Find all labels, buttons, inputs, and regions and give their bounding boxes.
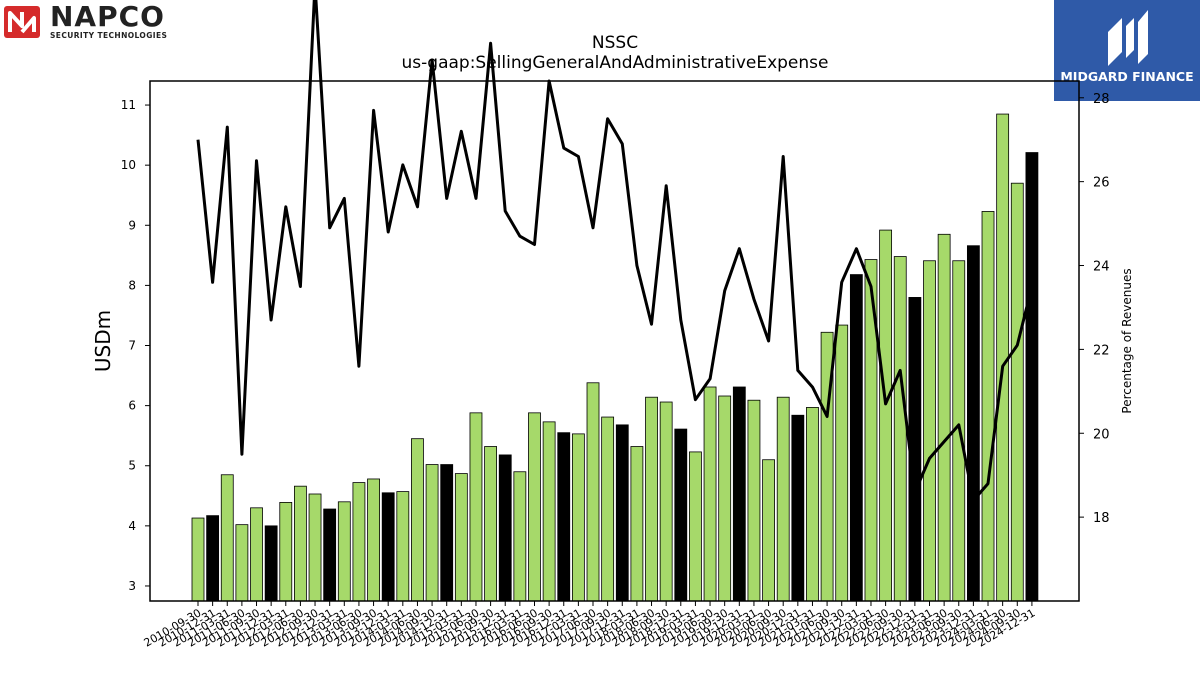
bar-2022-09-30 (893, 256, 907, 602)
bar-2018-12-31 (674, 428, 688, 602)
y2-tick-label: 20 (1093, 427, 1110, 442)
y-tick-label: 10 (121, 158, 136, 172)
bar-2014-12-31 (440, 464, 454, 602)
midgard-finance-logo: MIDGARD FINANCE (1054, 0, 1200, 101)
bar-2019-12-31 (732, 386, 746, 602)
bar-2015-06-30 (469, 412, 483, 602)
bar-2013-12-31 (381, 492, 395, 602)
napco-badge-icon (4, 6, 40, 38)
bar-2021-09-30 (835, 324, 849, 602)
bar-2011-12-31 (264, 525, 278, 602)
bar-2016-09-30 (542, 421, 556, 602)
bar-2024-06-30 (996, 113, 1010, 602)
bar-2010-09-30 (191, 517, 205, 602)
bar-series (191, 113, 1039, 602)
midgard-mark-icon (1108, 10, 1148, 66)
bar-2020-09-30 (776, 396, 790, 602)
bar-2018-09-30 (659, 401, 673, 602)
percentage-line (196, 0, 1034, 502)
bar-2013-09-30 (367, 478, 380, 602)
bar-2023-12-31 (966, 245, 980, 602)
y-tick-label: 5 (128, 459, 136, 473)
bar-2017-12-31 (615, 424, 629, 602)
bar-2024-03-31 (981, 211, 995, 602)
bar-2024-12-31 (1025, 152, 1039, 602)
y2-axis-label: Percentage of Revenues (1120, 268, 1134, 413)
bar-2018-03-31 (630, 446, 644, 602)
napco-tagline: SECURITY TECHNOLOGIES (50, 31, 168, 40)
bar-2023-03-31 (923, 260, 936, 602)
bar-2014-09-30 (425, 464, 439, 602)
bar-2013-03-31 (337, 501, 351, 602)
x-axis-ticks: 2010-09-302010-12-312011-03-312011-06-30… (142, 601, 1037, 650)
bar-2021-12-31 (849, 274, 863, 602)
midgard-logo-text: MIDGARD FINANCE (1060, 69, 1194, 84)
bar-2022-06-30 (879, 229, 893, 602)
bar-2011-06-30 (235, 524, 249, 602)
napco-wordmark: NAPCO (50, 0, 165, 33)
y-tick-label: 11 (121, 98, 136, 112)
right-axis-ticks: 18 20 22 24 26 28 (1079, 92, 1110, 526)
bar-2017-06-30 (586, 382, 600, 602)
bar-2014-03-31 (396, 491, 410, 602)
napco-logo: NAPCO SECURITY TECHNOLOGIES (4, 0, 214, 40)
left-axis-ticks: 3 4 5 6 7 8 9 10 11 (121, 98, 150, 593)
bar-2020-03-31 (747, 399, 761, 602)
y-tick-label: 6 (128, 399, 136, 413)
y2-tick-label: 18 (1093, 511, 1110, 526)
y-tick-label: 3 (128, 579, 136, 593)
y2-tick-label: 24 (1093, 260, 1110, 275)
y-tick-label: 4 (128, 519, 136, 533)
bar-2010-12-31 (206, 515, 220, 602)
y-axis-label: USDm (91, 310, 115, 372)
bar-2015-12-31 (498, 454, 512, 602)
y2-tick-label: 26 (1093, 176, 1110, 191)
bar-2014-06-30 (411, 438, 424, 602)
chart-title: NSSC (592, 33, 638, 53)
bar-2015-03-31 (454, 473, 468, 602)
bar-2011-09-30 (250, 507, 263, 602)
y-tick-label: 9 (128, 218, 136, 232)
y-tick-label: 8 (128, 278, 136, 292)
bar-2013-06-30 (352, 482, 366, 602)
bar-2023-06-30 (937, 233, 951, 602)
bar-2021-03-31 (806, 407, 819, 602)
bar-2011-03-31 (220, 474, 234, 602)
bar-2016-03-31 (513, 471, 527, 602)
bar-2019-06-30 (703, 386, 717, 602)
bar-2015-09-30 (484, 446, 498, 602)
bar-2012-12-31 (323, 508, 337, 602)
bar-2019-03-31 (689, 451, 702, 602)
bar-2020-12-31 (791, 414, 805, 602)
bar-2018-06-30 (645, 396, 658, 602)
bar-2012-09-30 (308, 493, 322, 602)
bar-2012-03-31 (279, 502, 293, 602)
plot-frame (149, 80, 1080, 602)
bar-2020-06-30 (762, 459, 775, 602)
bar-2012-06-30 (294, 485, 307, 602)
bar-2017-03-31 (571, 433, 585, 602)
y2-tick-label: 22 (1093, 343, 1110, 358)
y-tick-label: 7 (128, 339, 136, 353)
y2-tick-label: 28 (1093, 92, 1110, 107)
chart-subtitle: us-gaap:SellingGeneralAndAdministrativeE… (402, 53, 829, 73)
bar-2016-12-31 (557, 432, 571, 602)
bar-2024-09-30 (1010, 182, 1024, 602)
bar-2019-09-30 (718, 395, 732, 602)
bar-2017-09-30 (601, 416, 615, 602)
bar-2016-06-30 (528, 412, 541, 602)
